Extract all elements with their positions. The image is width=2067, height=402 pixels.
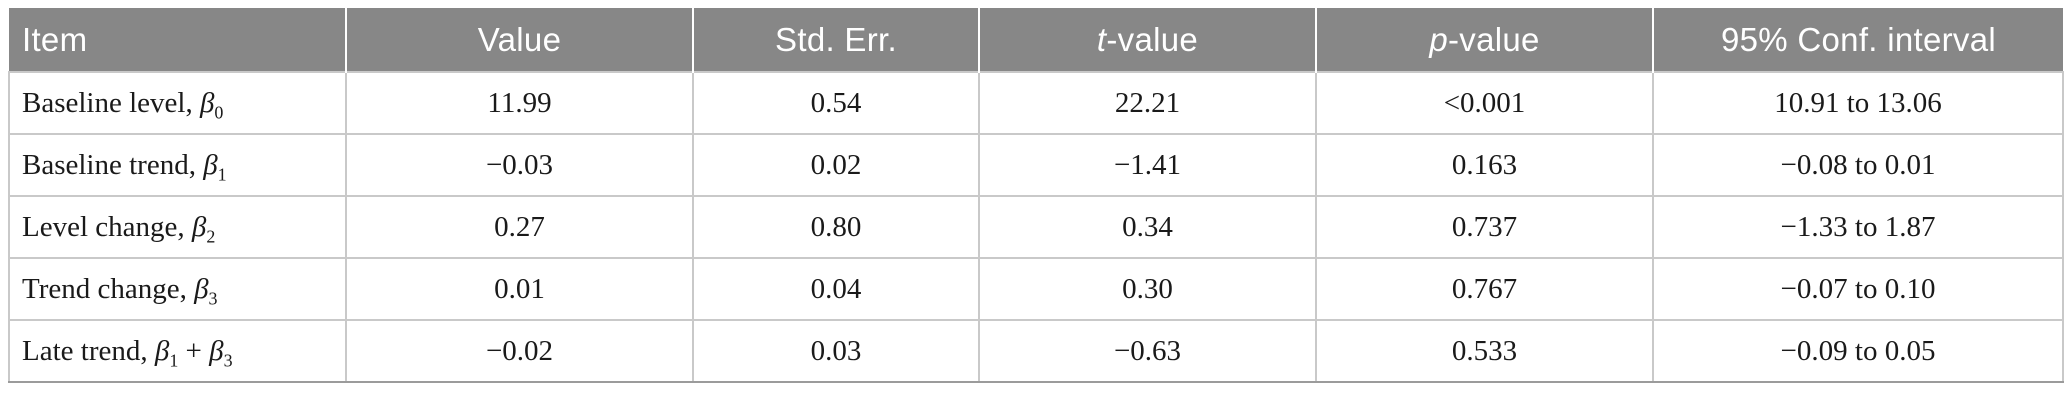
value-cell: 0.27 — [345, 195, 694, 259]
italic-symbol: t — [1096, 20, 1107, 58]
conf-interval-cell: −0.08 to 0.01 — [1652, 133, 2064, 197]
column-header-item: Item — [9, 8, 346, 72]
t-value-cell: −0.63 — [978, 319, 1317, 383]
table-figure: Item Value Std. Err. t-value p-value 95% Conf… — [8, 8, 2064, 383]
item-cell: Baseline level, β0 — [8, 71, 347, 135]
table-row: Late trend, β1 + β3 −0.02 0.03 −0.63 0.533 −0… — [8, 319, 2064, 383]
beta-subscript: 1 — [169, 349, 179, 370]
std-err-cell: 0.02 — [692, 133, 980, 197]
italic-symbol: p — [1429, 20, 1448, 58]
p-value-cell: <0.001 — [1315, 71, 1654, 135]
item-cell: Trend change, β3 — [8, 257, 347, 321]
column-header-p-value: p-value — [1315, 8, 1653, 72]
table-row: Baseline level, β0 11.99 0.54 22.21 <0.001 10… — [8, 71, 2064, 135]
column-header-conf-interval: 95% Conf. interval — [1652, 8, 2063, 72]
item-cell: Level change, β2 — [8, 195, 347, 259]
table-header-row: Item Value Std. Err. t-value p-value 95% Conf… — [9, 8, 2063, 72]
conf-interval-cell: −1.33 to 1.87 — [1652, 195, 2064, 259]
t-value-cell: −1.41 — [978, 133, 1317, 197]
value-cell: 0.01 — [345, 257, 694, 321]
beta-symbol: β — [154, 334, 170, 367]
std-err-cell: 0.04 — [692, 257, 980, 321]
value-cell: −0.03 — [345, 133, 694, 197]
column-header-std-err: Std. Err. — [692, 8, 979, 72]
p-value-cell: 0.533 — [1315, 319, 1654, 383]
std-err-cell: 0.03 — [692, 319, 980, 383]
beta-symbol: β — [209, 334, 224, 367]
value-cell: −0.02 — [345, 319, 694, 383]
item-cell: Baseline trend, β1 — [8, 133, 347, 197]
p-value-cell: 0.163 — [1315, 133, 1654, 197]
beta-symbol: β — [199, 86, 215, 119]
beta-subscript: 1 — [217, 163, 227, 184]
column-header-value: Value — [345, 8, 693, 72]
table-row: Level change, β2 0.27 0.80 0.34 0.737 −1.33 t… — [8, 195, 2064, 259]
table-row: Baseline trend, β1 −0.03 0.02 −1.41 0.163 −0.… — [8, 133, 2064, 197]
std-err-cell: 0.54 — [692, 71, 980, 135]
conf-interval-cell: −0.07 to 0.10 — [1652, 257, 2064, 321]
column-header-t-value: t-value — [978, 8, 1316, 72]
p-value-cell: 0.767 — [1315, 257, 1654, 321]
regression-results-table: Item Value Std. Err. t-value p-value 95% Conf… — [8, 8, 2064, 383]
std-err-cell: 0.80 — [692, 195, 980, 259]
t-value-cell: 0.34 — [978, 195, 1317, 259]
beta-subscript: 0 — [214, 101, 224, 122]
table-row: Trend change, β3 0.01 0.04 0.30 0.767 −0.07 t… — [8, 257, 2064, 321]
conf-interval-cell: 10.91 to 13.06 — [1652, 71, 2064, 135]
beta-subscript: 3 — [208, 287, 218, 308]
item-cell: Late trend, β1 + β3 — [8, 319, 347, 383]
table-head: Item Value Std. Err. t-value p-value 95% Conf… — [9, 8, 2063, 72]
t-value-cell: 0.30 — [978, 257, 1317, 321]
t-value-cell: 22.21 — [978, 71, 1317, 135]
value-cell: 11.99 — [345, 71, 694, 135]
beta-subscript: 3 — [223, 349, 233, 370]
beta-symbol: β — [203, 148, 218, 181]
p-value-cell: 0.737 — [1315, 195, 1654, 259]
beta-symbol: β — [194, 272, 209, 305]
conf-interval-cell: −0.09 to 0.05 — [1652, 319, 2064, 383]
table-body: Baseline level, β0 11.99 0.54 22.21 <0.001 10… — [8, 71, 2064, 383]
beta-symbol: β — [191, 210, 207, 243]
beta-subscript: 2 — [206, 225, 216, 246]
